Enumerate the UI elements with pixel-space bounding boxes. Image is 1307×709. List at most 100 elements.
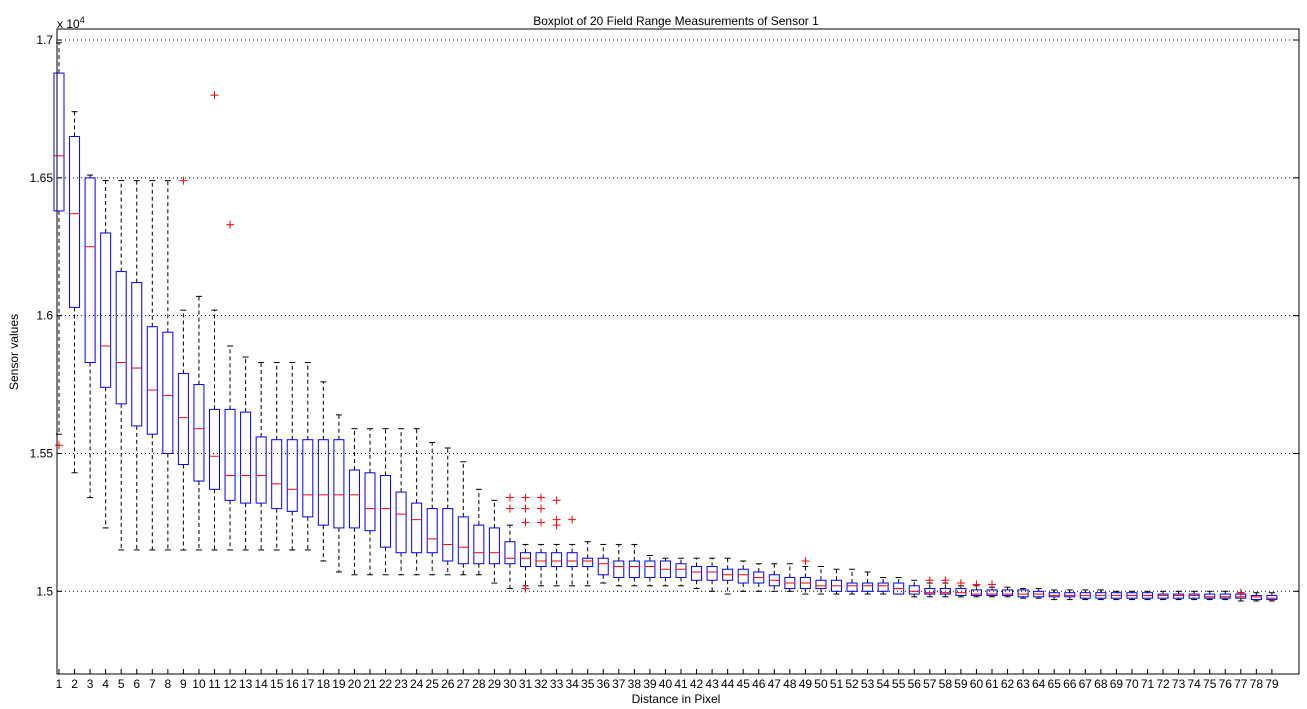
box-group — [193, 295, 205, 551]
x-tick-label: 31 — [519, 677, 533, 691]
box — [426, 508, 438, 554]
box — [84, 177, 96, 364]
y-exponent-label: x 104 — [57, 15, 85, 31]
box-group — [488, 499, 500, 584]
box-group — [597, 543, 609, 584]
box — [924, 588, 936, 595]
box — [162, 331, 174, 454]
x-tick-label: 30 — [503, 677, 517, 691]
box — [628, 560, 640, 579]
box-group — [1033, 588, 1045, 599]
box — [1204, 593, 1216, 599]
box — [908, 585, 920, 595]
x-tick-label: 53 — [861, 677, 875, 691]
box — [146, 326, 158, 435]
box-group — [753, 563, 765, 592]
box — [1064, 592, 1076, 598]
box — [1157, 593, 1169, 599]
box — [209, 408, 220, 490]
box — [737, 568, 749, 584]
box-group — [613, 543, 625, 587]
box — [566, 552, 578, 568]
box — [53, 72, 65, 212]
outlier-marker — [925, 576, 934, 585]
box-group — [1173, 590, 1185, 601]
box-group — [1188, 590, 1200, 601]
x-tick-label: 13 — [239, 677, 253, 691]
x-tick-label: 27 — [457, 677, 471, 691]
box — [675, 563, 687, 579]
box-group — [831, 568, 842, 595]
box — [986, 589, 998, 596]
x-tick-label: 65 — [1048, 677, 1062, 691]
x-tick-label: 44 — [721, 677, 735, 691]
outlier-marker — [801, 556, 810, 565]
x-tick-label: 52 — [845, 677, 859, 691]
box-group — [908, 579, 920, 598]
y-tick-label: 1.7 — [36, 33, 53, 47]
box-group — [1204, 590, 1216, 601]
box-group — [846, 568, 858, 595]
x-tick-label: 51 — [830, 677, 844, 691]
box-group — [473, 488, 485, 576]
x-tick-label: 42 — [690, 677, 704, 691]
box-group — [644, 554, 656, 587]
box — [551, 552, 563, 568]
box-group — [457, 461, 469, 576]
box-group — [411, 428, 423, 576]
box-group — [1250, 592, 1262, 602]
box — [240, 411, 252, 504]
box — [504, 541, 516, 565]
x-tick-label: 40 — [659, 677, 673, 691]
x-tick-label: 63 — [1016, 677, 1030, 691]
x-tick-label: 21 — [363, 677, 377, 691]
x-tick-label: 34 — [565, 677, 579, 691]
box — [115, 271, 127, 405]
x-axis-label: Distance in Pixel — [632, 692, 721, 706]
box-group — [551, 496, 563, 587]
x-tick-label: 9 — [180, 677, 187, 691]
x-tick-label: 8 — [165, 677, 172, 691]
box-group — [333, 414, 345, 573]
box-group — [146, 180, 158, 551]
x-tick-label: 56 — [908, 677, 922, 691]
box — [644, 560, 656, 579]
x-tick-label: 73 — [1172, 677, 1186, 691]
outlier-marker — [552, 496, 561, 505]
x-tick-label: 16 — [286, 677, 300, 691]
box-group — [131, 180, 143, 551]
x-tick-label: 12 — [223, 677, 237, 691]
box-group — [675, 557, 687, 587]
box — [271, 439, 283, 510]
box-group — [1017, 588, 1029, 599]
outlier-marker — [972, 580, 981, 589]
box — [411, 502, 423, 554]
box — [317, 439, 329, 526]
x-tick-label: 19 — [332, 677, 346, 691]
x-tick-label: 75 — [1203, 677, 1217, 691]
x-tick-label: 61 — [985, 677, 999, 691]
box-group — [582, 541, 594, 587]
box-group — [69, 111, 81, 474]
box-group — [986, 580, 998, 598]
x-tick-label: 36 — [597, 677, 611, 691]
x-tick-label: 50 — [814, 677, 828, 691]
outlier-marker — [521, 493, 530, 502]
x-tick-label: 32 — [534, 677, 548, 691]
box — [473, 524, 485, 565]
x-tick-label: 46 — [752, 677, 766, 691]
outlier-marker — [521, 584, 530, 593]
outlier-marker — [537, 518, 546, 527]
x-tick-label: 25 — [426, 677, 440, 691]
x-tick-label: 38 — [628, 677, 642, 691]
box — [1017, 589, 1029, 598]
outlier-marker — [1236, 588, 1245, 597]
box-group — [1095, 589, 1107, 601]
x-tick-label: 20 — [348, 677, 362, 691]
box — [815, 579, 827, 590]
box-group — [1002, 586, 1014, 598]
box-group — [1142, 590, 1153, 601]
x-tick-label: 22 — [379, 677, 393, 691]
x-tick-label: 35 — [581, 677, 595, 691]
